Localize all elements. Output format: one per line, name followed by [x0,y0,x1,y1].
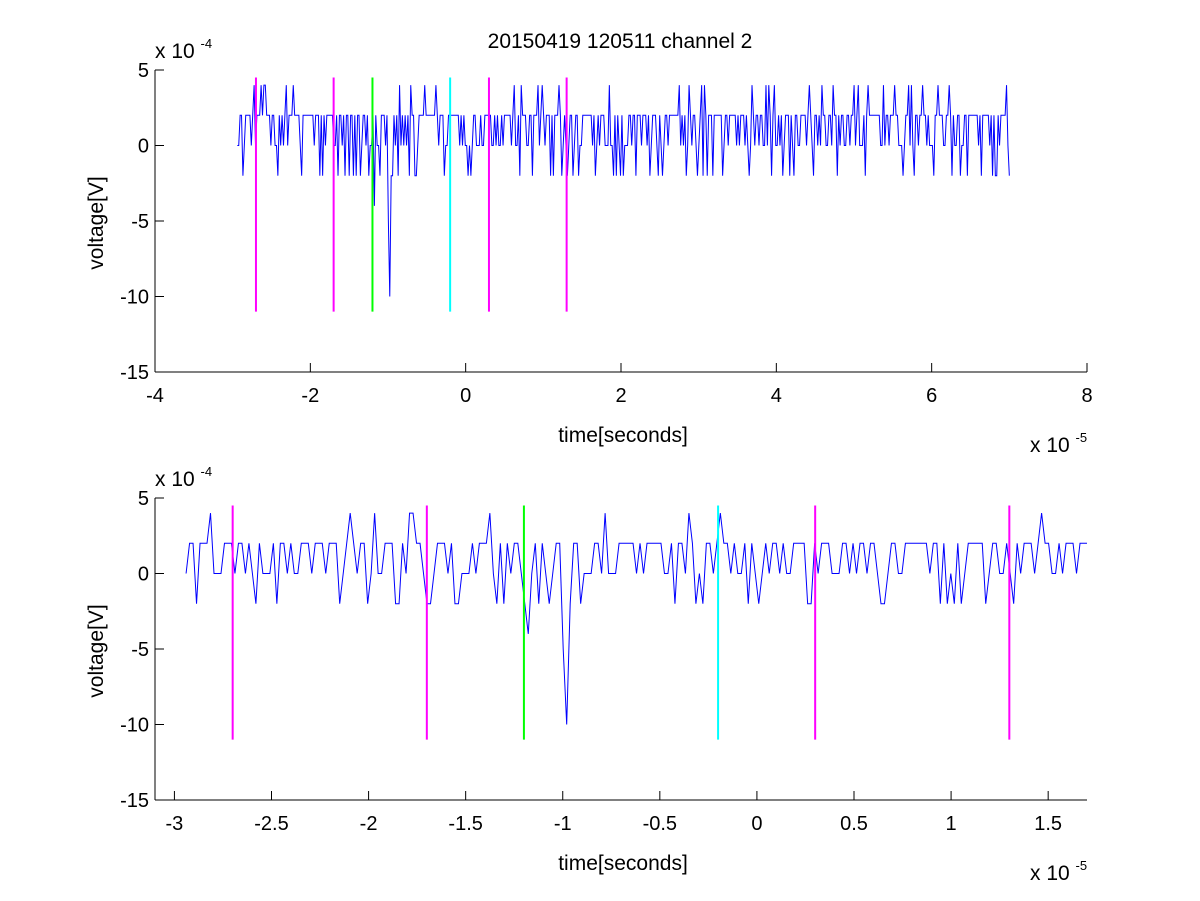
y-tick-label: 0 [138,564,149,586]
y-axis-label: voltage[V] [85,604,108,697]
x-tick-label: 0.5 [840,813,868,835]
voltage-trace [185,512,1087,725]
y-axis-label: voltage[V] [85,176,108,269]
x-tick-label: 0 [460,385,471,407]
x-tick-label: -1 [554,813,572,835]
x-tick-label: 0 [751,813,762,835]
x-tick-label: 6 [926,385,937,407]
x-tick-label: -1.5 [448,813,482,835]
y-tick-label: -15 [120,790,149,812]
y-tick-label: -5 [131,211,149,233]
voltage-trace [237,84,1010,297]
x-tick-label: 4 [771,385,782,407]
x-tick-label: -3 [166,813,184,835]
x-tick-label: 1.5 [1034,813,1062,835]
x-tick-label: 1 [946,813,957,835]
x-axis-label: time[seconds] [558,852,688,875]
bottom-subplot: -3 -2.5 -2 -1.5 -1 -0.5 0 0.5 1 1.5 5 0 -5 -10 -15 time… [85,464,1087,885]
x-tick-label: -2 [301,385,319,407]
y-tick-label: 5 [138,60,149,82]
y-tick-label: 5 [138,488,149,510]
y-tick-label: -10 [120,287,149,309]
y-tick-label: -10 [120,715,149,737]
y-tick-label: -15 [120,362,149,384]
x-tick-label: -0.5 [643,813,677,835]
y-tick-label: -5 [131,639,149,661]
x-axis-label: time[seconds] [558,424,688,447]
x-tick-label: -2 [360,813,378,835]
x-tick-label: -2.5 [254,813,288,835]
x-tick-label: -4 [146,385,164,407]
x-tick-label: 8 [1081,385,1092,407]
y-tick-label: 0 [138,136,149,158]
figure-title: 20150419 120511 channel 2 [488,30,753,53]
x-tick-label: 2 [615,385,626,407]
